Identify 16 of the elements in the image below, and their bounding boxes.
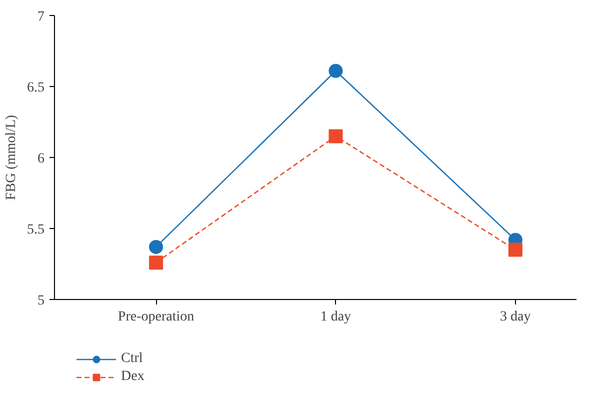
point <box>508 242 522 257</box>
point <box>328 64 343 78</box>
y-tick-label: 6.5 <box>27 80 44 96</box>
y-axis-title: FBG (mmol/L) <box>4 114 19 200</box>
legend-label: Ctrl <box>121 351 143 367</box>
y-tick-label: 5.5 <box>27 222 44 238</box>
point <box>328 129 343 144</box>
x-tick-label: Pre-operation <box>118 310 194 324</box>
x-tick-label: 1 day <box>320 310 352 324</box>
legend-label: Dex <box>121 369 144 385</box>
point <box>149 256 164 270</box>
point <box>149 240 164 254</box>
x-tick-label: 3 day <box>500 310 531 324</box>
y-tick-label: 5 <box>38 294 44 308</box>
y-tick-label: 6 <box>38 152 44 166</box>
y-tick-label: 7 <box>38 10 44 24</box>
